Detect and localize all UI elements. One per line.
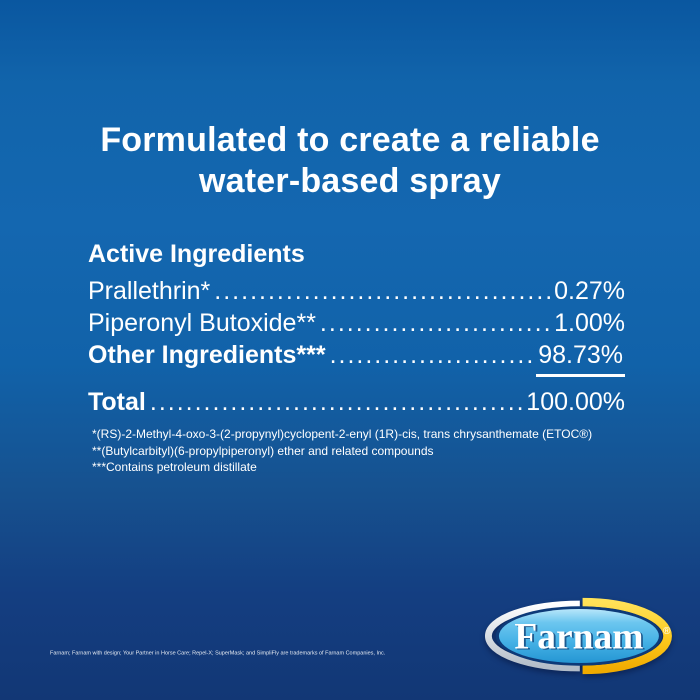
ingredient-label: Prallethrin* — [88, 277, 211, 305]
ingredient-label: Other Ingredients*** — [88, 341, 326, 369]
dot-leader — [330, 339, 534, 371]
trademark-fineprint: Farnam; Farnam with design; Your Partner… — [50, 650, 386, 657]
ingredient-value-underlined: 98.73% — [536, 339, 625, 377]
ingredient-row-prallethrin: Prallethrin* 0.27% — [88, 275, 625, 307]
footnote-list: *(RS)-2-Methyl-4-oxo-3-(2-propynyl)cyclo… — [92, 426, 592, 476]
ingredient-label: Total — [88, 388, 146, 416]
logo-swoosh-left-silver — [485, 600, 580, 672]
ingredients-table: Active Ingredients Prallethrin* 0.27% Pi… — [88, 239, 625, 418]
ingredients-section-title: Active Ingredients — [88, 240, 305, 268]
ingredient-row-other-ingredients: Other Ingredients*** 98.73% — [88, 339, 625, 377]
farnam-logo-icon: Farnam Farnam ® — [485, 597, 672, 675]
ingredient-row-total: Total 100.00% — [88, 386, 625, 418]
headline-line-1: Formulated to create a reliable — [100, 121, 600, 159]
registered-trademark-icon: ® — [663, 626, 671, 637]
headline: Formulated to create a reliable water-ba… — [0, 120, 700, 202]
footnote-item: *(RS)-2-Methyl-4-oxo-3-(2-propynyl)cyclo… — [92, 427, 593, 441]
farnam-brand-text: Farnam — [514, 616, 643, 657]
headline-line-2: water-based spray — [199, 162, 501, 200]
footnote-item: ***Contains petroleum distillate — [92, 460, 257, 474]
ingredient-value: 0.27% — [554, 277, 625, 305]
ingredient-row-piperonyl-butoxide: Piperonyl Butoxide** 1.00% — [88, 307, 625, 339]
ingredient-value: 100.00% — [526, 388, 625, 416]
ingredient-label: Piperonyl Butoxide** — [88, 309, 316, 337]
dot-leader — [150, 386, 523, 418]
dot-leader — [214, 275, 551, 307]
logo-swoosh-right-yellow — [582, 597, 672, 675]
farnam-brand-text-shadow: Farnam — [516, 618, 645, 659]
logo-blue-oval — [498, 609, 659, 663]
ingredient-value: 1.00% — [554, 309, 625, 337]
footnote-item: **(Butylcarbityl)(6-propylpiperonyl) eth… — [92, 443, 434, 458]
dot-leader — [320, 307, 551, 339]
farnam-logo: Farnam Farnam ® — [482, 596, 674, 676]
